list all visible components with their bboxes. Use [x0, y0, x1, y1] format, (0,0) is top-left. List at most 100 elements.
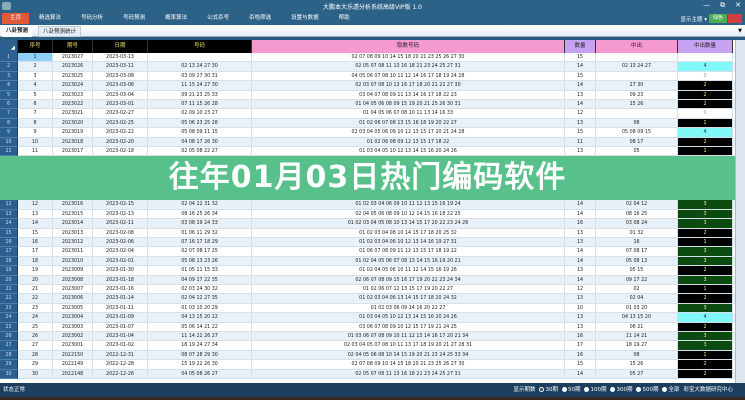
table-row[interactable]: 13 13 2023015 2023-02-13 08 16 25 26 34 02 04…: [0, 209, 735, 220]
theme-selector[interactable]: 显示主题 ▾: [680, 17, 707, 23]
theme-red-button[interactable]: [728, 14, 742, 23]
row-header[interactable]: 22: [0, 294, 18, 304]
row-header[interactable]: 2: [0, 62, 18, 72]
menu-item[interactable]: 号码预测: [123, 15, 146, 21]
radio-icon[interactable]: [561, 387, 567, 392]
table-row[interactable]: 24 24 2023004 2023-01-09 04 13 15 20 22 01 03…: [0, 313, 735, 323]
table-row[interactable]: 15 15 2023013 2023-02-08 01 06 11 29 32 01 02…: [0, 228, 735, 238]
table-row[interactable]: 14 14 2023014 2023-02-11 03 08 19 24 33 01 02…: [0, 219, 735, 229]
radio-icon[interactable]: [636, 387, 642, 392]
menu-item[interactable]: 精选算法: [39, 15, 62, 21]
table-row[interactable]: 17 17 2023011 2023-02-04 02 07 08 17 25 01 06…: [0, 247, 735, 257]
row-header[interactable]: 15: [0, 228, 18, 238]
menu-item[interactable]: 概率算法: [165, 15, 188, 21]
row-header[interactable]: 10: [0, 137, 18, 147]
menu-item[interactable]: 号码分析: [81, 15, 104, 21]
row-header[interactable]: 12: [0, 200, 18, 210]
radio-icon[interactable]: [584, 387, 590, 392]
radio-icon[interactable]: [539, 387, 545, 392]
row-header[interactable]: 18: [0, 256, 18, 267]
row-header[interactable]: 29: [0, 360, 18, 370]
table-row[interactable]: 12 12 2023016 2023-02-15 02 04 12 31 32 01 02…: [0, 200, 735, 210]
table-row[interactable]: 25 25 2023003 2023-01-07 05 06 14 21 22 03 06…: [0, 322, 735, 332]
row-header[interactable]: 11: [0, 147, 18, 157]
row-header[interactable]: 6: [0, 100, 18, 110]
row-header[interactable]: 21: [0, 285, 18, 295]
row-header[interactable]: 9: [0, 128, 18, 138]
table-row[interactable]: 26 26 2023002 2023-01-04 11 14 21 26 27 01 03…: [0, 332, 735, 342]
menu-item[interactable]: 设置与数据: [291, 15, 319, 21]
column-header-picked-numbers[interactable]: 取数号码: [252, 40, 565, 53]
maximize-button[interactable]: ⧉: [720, 1, 726, 9]
table-row[interactable]: 11 11 2023017 2023-02-18 02 05 08 22 27 01 03…: [0, 147, 735, 157]
table-row[interactable]: 22 22 2023006 2023-01-14 02 04 12 27 35 01 02…: [0, 294, 735, 304]
row-header[interactable]: 28: [0, 350, 18, 361]
row-header[interactable]: 26: [0, 332, 18, 342]
table-row[interactable]: 7 7 2023021 2023-02-27 02 09 10 23 27 01 04 0…: [0, 109, 735, 119]
table-row[interactable]: 8 8 2023020 2023-02-25 05 06 23 25 28 01 02 0…: [0, 118, 735, 129]
table-row[interactable]: 9 9 2023019 2023-02-22 05 08 09 11 15 02 03 0…: [0, 128, 735, 138]
row-header[interactable]: 1: [0, 53, 18, 63]
close-button[interactable]: ✕: [735, 1, 741, 9]
row-header[interactable]: 3: [0, 71, 18, 82]
table-row[interactable]: 19 19 2023009 2023-01-30 01 05 11 15 33 01 02…: [0, 266, 735, 276]
table-row[interactable]: 4 4 2023024 2023-03-06 11 15 24 27 30 02 03 0…: [0, 81, 735, 91]
column-header-numbers[interactable]: 号码: [148, 40, 252, 53]
row-header[interactable]: 4: [0, 81, 18, 91]
column-header-hit-count[interactable]: 中出数量: [678, 40, 733, 53]
table-row[interactable]: 27 27 2023001 2023-01-02 18 19 24 27 34 02 03…: [0, 341, 735, 351]
tab-bagua-statistics[interactable]: 八卦预测统计: [38, 26, 82, 37]
row-header[interactable]: 25: [0, 322, 18, 332]
row-header[interactable]: 5: [0, 90, 18, 100]
row-header[interactable]: 24: [0, 313, 18, 323]
period-option-4[interactable]: 500期: [636, 383, 658, 397]
theme-green-button[interactable]: 绿色: [709, 14, 727, 23]
row-header[interactable]: 17: [0, 247, 18, 257]
table-row[interactable]: 30 30 2022148 2022-12-26 04 05 08 26 27 02 05…: [0, 369, 735, 379]
column-header-count[interactable]: 数量: [565, 40, 596, 53]
column-header-issue[interactable]: 期号: [53, 40, 93, 53]
period-option-0[interactable]: 30期: [539, 383, 558, 397]
column-header-date[interactable]: 日期: [93, 40, 148, 53]
table-row[interactable]: 2 2 2023026 2023-03-11 02 13 24 27 30 02 05 0…: [0, 62, 735, 72]
radio-icon[interactable]: [610, 387, 616, 392]
row-header[interactable]: 30: [0, 369, 18, 379]
table-row[interactable]: 23 23 2023005 2023-01-11 01 03 10 20 29 01 02…: [0, 303, 735, 314]
table-row[interactable]: 6 6 2023022 2023-03-01 07 11 15 26 28 01 04 0…: [0, 100, 735, 110]
row-header[interactable]: 27: [0, 341, 18, 351]
row-header[interactable]: 8: [0, 118, 18, 129]
table-row[interactable]: 28 28 2022150 2022-12-31 08 07 28 29 30 02 04…: [0, 350, 735, 361]
period-option-2[interactable]: 100期: [584, 383, 606, 397]
column-header-index[interactable]: 序号: [18, 40, 53, 53]
menu-item[interactable]: 帮助: [338, 15, 350, 21]
table-row[interactable]: 18 18 2023010 2023-02-01 05 08 13 23 26 01 02…: [0, 256, 735, 267]
menu-item[interactable]: 主页: [2, 13, 30, 24]
menu-item[interactable]: 杀啦筛选: [249, 15, 272, 21]
row-header[interactable]: 23: [0, 303, 18, 314]
period-option-3[interactable]: 300期: [610, 383, 632, 397]
tab-bagua-prediction[interactable]: 八卦预测: [2, 26, 33, 37]
table-row[interactable]: 16 16 2023012 2023-02-06 07 16 17 18 29 01 02…: [0, 238, 735, 248]
table-row[interactable]: 1 1 2023027 2023-03-13 02 07 08 09 10 14 15 …: [0, 53, 735, 63]
table-row[interactable]: 21 21 2023007 2023-01-16 02 03 24 30 32 01 02…: [0, 285, 735, 295]
grid-corner[interactable]: ◢: [0, 40, 18, 53]
select-all-icon[interactable]: ◢: [10, 45, 15, 51]
period-option-1[interactable]: 50期: [561, 383, 580, 397]
table-row[interactable]: 20 20 2023008 2023-01-18 04 09 17 22 35 02 06…: [0, 275, 735, 285]
table-row[interactable]: 29 29 2022149 2022-12-28 15 19 22 26 30 02 07…: [0, 360, 735, 370]
period-option-5[interactable]: 全部: [662, 383, 679, 397]
table-row[interactable]: 3 3 2023025 2023-03-08 03 09 27 30 31 04 05 0…: [0, 71, 735, 82]
vertical-scrollbar[interactable]: [735, 40, 745, 383]
column-header-hit[interactable]: 中出: [596, 40, 678, 53]
row-header[interactable]: 19: [0, 266, 18, 276]
row-header[interactable]: 20: [0, 275, 18, 285]
row-header[interactable]: 16: [0, 238, 18, 248]
table-row[interactable]: 10 10 2023018 2023-02-20 04 08 17 26 30 01 02…: [0, 137, 735, 147]
tab-dropdown-icon[interactable]: ▼: [738, 28, 742, 34]
row-header[interactable]: 7: [0, 109, 18, 119]
row-header[interactable]: 13: [0, 209, 18, 220]
radio-icon[interactable]: [662, 387, 668, 392]
row-header[interactable]: 14: [0, 219, 18, 229]
menu-item[interactable]: 公式杀号: [207, 15, 230, 21]
table-row[interactable]: 5 5 2023023 2023-03-04 09 21 23 25 33 03 04 0…: [0, 90, 735, 100]
